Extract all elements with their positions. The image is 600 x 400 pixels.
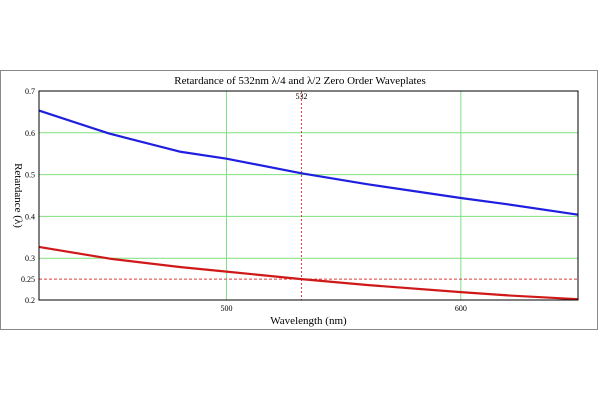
reference-x-label: 532 xyxy=(295,92,307,101)
y-tick-label: 0.3 xyxy=(25,254,35,263)
y-tick-label: 0.2 xyxy=(25,296,35,305)
chart-frame: Retardance of 532nm λ/4 and λ/2 Zero Ord… xyxy=(0,70,598,330)
reference-lines xyxy=(39,91,578,300)
retardance-chart: Retardance of 532nm λ/4 and λ/2 Zero Ord… xyxy=(12,75,579,327)
series-line-1 xyxy=(38,109,579,216)
chart-title: Retardance of 532nm λ/4 and λ/2 Zero Ord… xyxy=(174,75,426,87)
plot-border xyxy=(38,90,579,301)
x-axis-label: Wavelength (nm) xyxy=(270,315,347,327)
y-tick-label: 0.4 xyxy=(25,212,35,221)
y-axis-label: Retardance (λ) xyxy=(12,163,24,228)
y-tick-label: 0.5 xyxy=(25,171,35,180)
y-tick-label: 0.6 xyxy=(25,129,35,138)
series-group xyxy=(38,109,579,301)
x-tick-label: 500 xyxy=(220,304,232,313)
y-tick-label: 0.7 xyxy=(25,87,35,96)
y-tick-labels: 0.2 0.25 0.3 0.4 0.5 0.6 0.7 xyxy=(21,87,35,305)
grid xyxy=(39,91,578,300)
series-line-2 xyxy=(38,245,579,301)
x-tick-label: 600 xyxy=(455,304,467,313)
y-tick-label: 0.25 xyxy=(21,275,35,284)
x-tick-labels: 500 600 xyxy=(220,304,466,313)
